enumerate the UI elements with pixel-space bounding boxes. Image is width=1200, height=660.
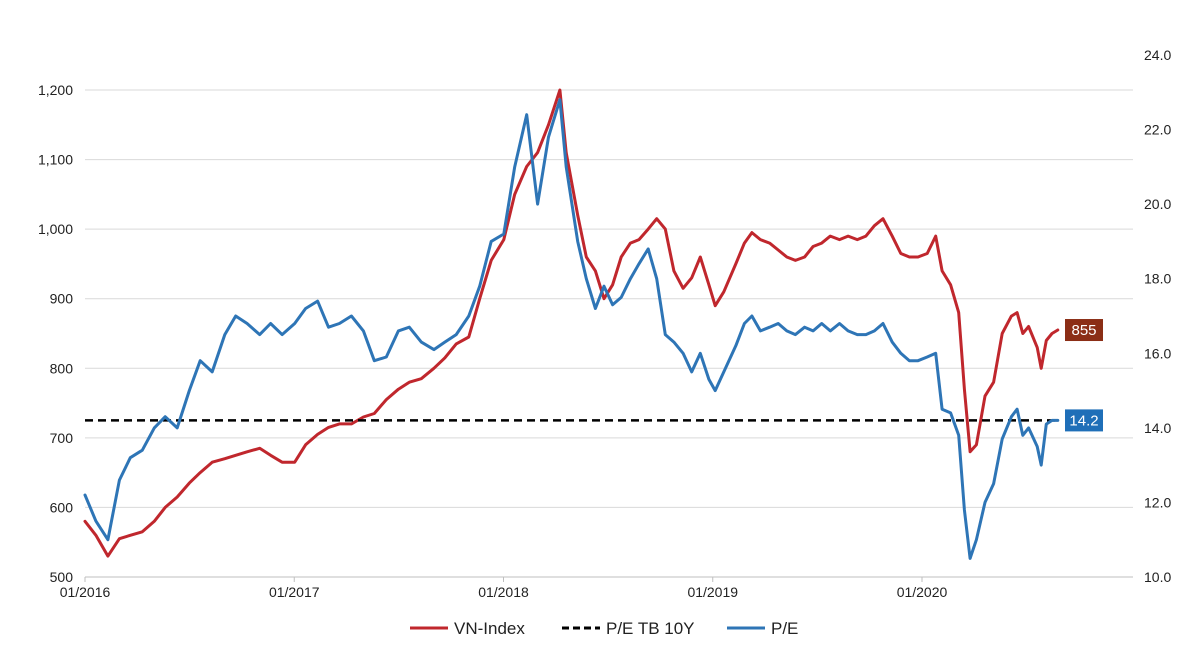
x-tick-label: 01/2019	[687, 584, 738, 600]
y-left-tick-label: 1,000	[38, 221, 73, 237]
series-line-p-e	[83, 98, 1060, 560]
y-right-tick-label: 14.0	[1144, 420, 1171, 436]
end-label-text: 14.2	[1069, 412, 1098, 429]
x-tick-label: 01/2017	[269, 584, 320, 600]
y-left-tick-label: 1,200	[38, 82, 73, 98]
y-left-tick-label: 500	[50, 569, 74, 585]
y-right-tick-label: 22.0	[1144, 122, 1171, 138]
x-tick-label: 01/2018	[478, 584, 529, 600]
end-label-vn-index: 855	[1065, 319, 1103, 342]
end-label-text: 855	[1071, 322, 1096, 339]
end-label-box	[1065, 409, 1103, 432]
y-left-tick-label: 600	[50, 499, 74, 515]
legend-label: P/E TB 10Y	[606, 619, 695, 638]
series-line-vn-index	[83, 88, 1060, 558]
y-right-tick-label: 10.0	[1144, 569, 1171, 585]
y-right-tick-label: 12.0	[1144, 494, 1171, 510]
end-label-p-e: 14.2	[1065, 409, 1103, 432]
x-tick-label: 01/2016	[60, 584, 111, 600]
y-right-tick-label: 16.0	[1144, 345, 1171, 361]
x-tick-label: 01/2020	[897, 584, 948, 600]
y-right-tick-label: 24.0	[1144, 47, 1171, 63]
y-right-tick-label: 20.0	[1144, 196, 1171, 212]
y-right-tick-label: 18.0	[1144, 271, 1171, 287]
y-left-tick-label: 700	[50, 430, 74, 446]
legend-label: VN-Index	[454, 619, 525, 638]
y-left-tick-label: 800	[50, 360, 74, 376]
y-left-tick-label: 1,100	[38, 152, 73, 168]
legend-label: P/E	[771, 619, 798, 638]
legend: VN-Index P/E TB 10Y P/E	[410, 619, 798, 638]
end-label-box	[1065, 319, 1103, 342]
y-left-tick-label: 900	[50, 291, 74, 307]
